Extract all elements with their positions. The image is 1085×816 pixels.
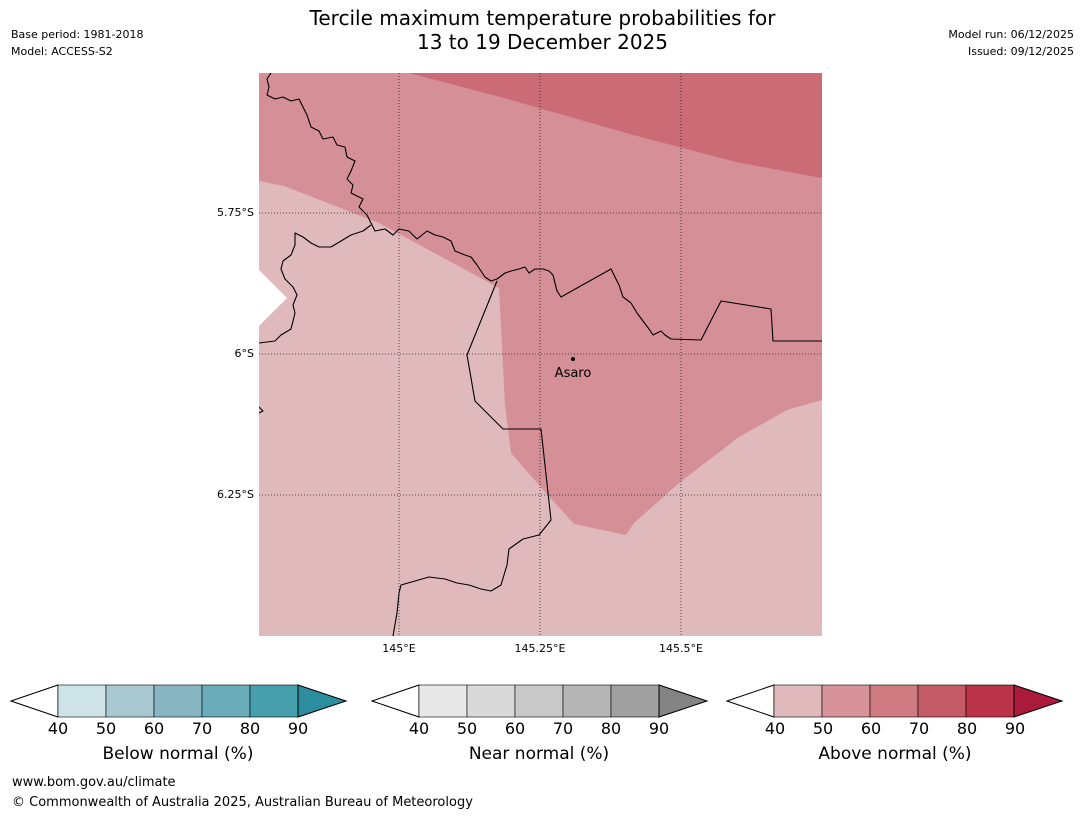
colorbar-below-tick-90: 90 [287,719,309,738]
colorbar-below-bin-50-60 [105,684,155,718]
asaro-marker [571,357,575,361]
title-line-2: 13 to 19 December 2025 [416,30,668,54]
border-southwest [259,224,372,344]
colorbar-near-tick-80: 80 [600,719,622,738]
colorbar-near-tick-60: 60 [504,719,526,738]
colorbar-near-over [658,684,709,718]
map-no-data-notch [259,270,287,326]
colorbar-near-bin-50-60 [466,684,516,718]
colorbar-near-caption: Near normal (%) [468,744,610,764]
model-run-text: Model run: 06/12/2025 [948,28,1074,41]
colorbar-near: 40 50 60 70 80 90 Near normal (%) [371,684,711,774]
border-internal [392,280,552,636]
colorbar-above-caption: Above normal (%) [818,744,972,764]
graticule [259,73,822,636]
colorbar-above-under [726,684,775,718]
colorbar-near-bin-70-80 [562,684,612,718]
colorbar-above-bin-80-90 [965,684,1015,718]
colorbar-above-tick-50: 50 [812,719,834,738]
model-text: Model: ACCESS-S2 [11,45,113,58]
footer-copyright: © Commonwealth of Australia 2025, Austra… [12,795,473,810]
colorbar-near-under [371,684,420,718]
colorbar-below-over [297,684,348,718]
border-west-fragment [259,406,264,414]
colorbar-below-under [10,684,59,718]
colorbar-below-tick-50: 50 [95,719,117,738]
colorbar-above-graphic [726,684,1064,718]
colorbar-above-bin-40-50 [773,684,823,718]
colorbar-above-bin-50-60 [821,684,871,718]
lat-label-6-25: 6.25°S [217,488,254,501]
colorbar-above-tick-70: 70 [908,719,930,738]
lat-label-6: 6°S [234,347,254,360]
colorbar-below: 40 50 60 70 80 90 Below normal (%) [10,684,350,774]
colorbar-above-tick-80: 80 [956,719,978,738]
chart-title: Tercile maximum temperature probabilitie… [0,6,1085,54]
map-zone-medium [259,73,822,535]
colorbar-below-bin-70-80 [201,684,251,718]
colorbar-near-bin-60-70 [514,684,564,718]
province-borders [259,73,822,636]
colorbar-near-tick-90: 90 [648,719,670,738]
colorbar-below-tick-60: 60 [143,719,165,738]
colorbar-near-bin-40-50 [418,684,468,718]
lon-label-145: 145°E [382,642,416,655]
map-zone-dark [409,73,822,178]
colorbar-near-bin-80-90 [610,684,660,718]
colorbar-above-tick-90: 90 [1004,719,1026,738]
colorbar-above-over [1013,684,1064,718]
colorbar-below-tick-40: 40 [47,719,69,738]
colorbar-below-tick-70: 70 [191,719,213,738]
lon-label-145-25: 145.25°E [514,642,566,655]
probability-map: Asaro [259,73,822,636]
lat-label-5-75: 5.75°S [217,206,254,219]
colorbar-below-graphic [10,684,348,718]
colorbar-near-tick-50: 50 [456,719,478,738]
lon-label-145-5: 145.5°E [659,642,703,655]
colorbar-below-tick-80: 80 [239,719,261,738]
colorbar-above: 40 50 60 70 80 90 Above normal (%) [726,684,1066,774]
border-northwest [266,73,822,342]
colorbar-below-caption: Below normal (%) [102,744,254,764]
colorbar-below-bin-40-50 [57,684,107,718]
title-line-1: Tercile maximum temperature probabilitie… [309,6,776,30]
meta-right: Model run: 06/12/2025 Issued: 09/12/2025 [948,26,1074,60]
colorbar-above-tick-60: 60 [860,719,882,738]
base-period-text: Base period: 1981-2018 [11,28,144,41]
meta-left: Base period: 1981-2018 Model: ACCESS-S2 [11,26,143,60]
colorbar-above-tick-40: 40 [764,719,786,738]
colorbar-below-bin-60-70 [153,684,203,718]
colorbar-near-graphic [371,684,709,718]
issued-text: Issued: 09/12/2025 [967,45,1074,58]
footer-url[interactable]: www.bom.gov.au/climate [12,775,176,790]
colorbar-below-bin-80-90 [249,684,299,718]
colorbar-above-bin-70-80 [917,684,967,718]
colorbar-near-tick-70: 70 [552,719,574,738]
colorbar-above-bin-60-70 [869,684,919,718]
colorbar-near-tick-40: 40 [408,719,430,738]
asaro-label: Asaro [555,366,592,381]
